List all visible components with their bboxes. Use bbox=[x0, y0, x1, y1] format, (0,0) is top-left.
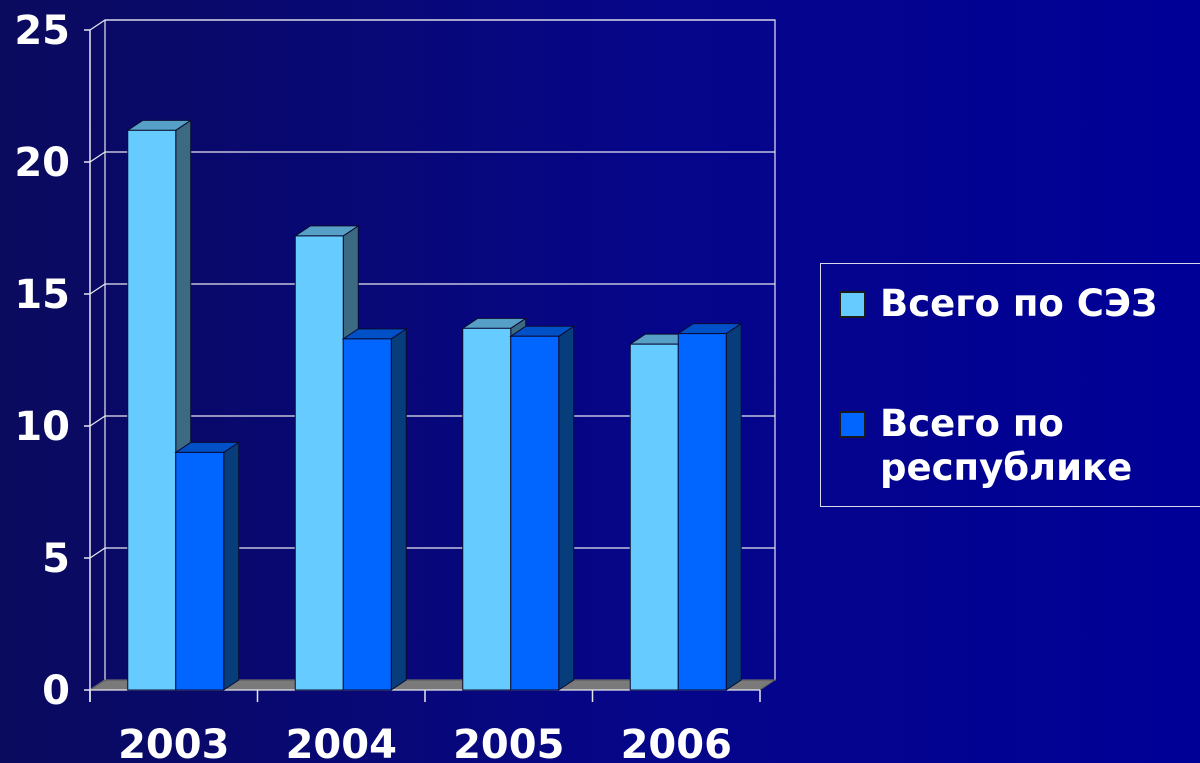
legend-label-series-2: Всего по республике bbox=[880, 402, 1133, 489]
bar-front bbox=[294, 235, 344, 691]
bar-side bbox=[390, 327, 407, 691]
bar-side bbox=[558, 325, 575, 691]
bar-2004-series-2 bbox=[341, 327, 408, 691]
x-tick-label-2004: 2004 bbox=[286, 722, 397, 763]
bar-front bbox=[342, 338, 392, 691]
bar-chart: 0 5 10 15 20 25 2003 2004 2005 2006 bbox=[14, 8, 777, 763]
bar-front bbox=[677, 333, 727, 691]
y-tick-label: 25 bbox=[14, 8, 70, 54]
x-tick-label-2006: 2006 bbox=[621, 722, 732, 763]
legend-label-series-1: Всего по СЭЗ bbox=[880, 282, 1158, 325]
bar-2005-series-2 bbox=[509, 325, 576, 691]
y-tick-label: 5 bbox=[42, 536, 70, 582]
legend-item-series-2: Всего по республике bbox=[839, 402, 1180, 490]
legend-swatch-series-1 bbox=[839, 291, 866, 318]
legend-item-series-1: Всего по СЭЗ bbox=[839, 282, 1157, 326]
wall-diagonal-10 bbox=[89, 415, 106, 427]
y-tick-label: 0 bbox=[42, 668, 70, 714]
y-tick-label: 20 bbox=[14, 140, 70, 186]
bar-front bbox=[510, 335, 560, 691]
y-axis-tick-labels: 0 5 10 15 20 25 bbox=[14, 8, 70, 714]
bars bbox=[126, 119, 743, 691]
bar-front bbox=[127, 129, 177, 691]
x-axis-tick-labels: 2003 2004 2005 2006 bbox=[118, 722, 732, 763]
y-tick-label: 15 bbox=[14, 272, 70, 318]
x-tick-label-2003: 2003 bbox=[118, 722, 229, 763]
bar-2006-series-2 bbox=[676, 322, 743, 691]
bar-front bbox=[175, 451, 225, 691]
legend-swatch-series-2 bbox=[839, 411, 866, 438]
bar-side bbox=[223, 441, 240, 691]
bar-front bbox=[629, 343, 679, 691]
bar-side bbox=[725, 322, 742, 691]
y-tick-label: 10 bbox=[14, 404, 70, 450]
legend: Всего по СЭЗ Всего по республике bbox=[820, 263, 1200, 507]
wall-diagonal-20 bbox=[89, 151, 106, 163]
bar-front bbox=[462, 327, 512, 691]
bar-2003-series-2 bbox=[174, 441, 241, 691]
wall-diagonal-15 bbox=[89, 283, 106, 295]
wall-diagonal-25 bbox=[89, 19, 106, 31]
x-tick-label-2005: 2005 bbox=[453, 722, 564, 763]
wall-diagonal-5 bbox=[89, 547, 106, 559]
